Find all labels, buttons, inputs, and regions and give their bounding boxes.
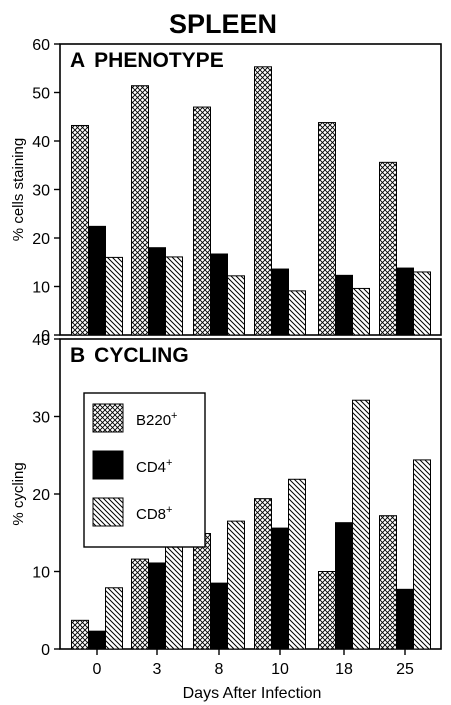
legend-label-2: CD8+ [136, 504, 172, 523]
x-tick-label: 0 [93, 661, 102, 678]
x-tick-label: 8 [215, 661, 224, 678]
bar-a-day-8-s0 [193, 106, 211, 336]
x-tick-label: 18 [335, 661, 353, 678]
bar-b-day-0-s2 [105, 587, 123, 650]
legend-swatch-0 [92, 403, 124, 433]
bar-a-day-10-s0 [254, 66, 272, 336]
bar-a-day-8-s1 [210, 253, 228, 336]
y-tick-label-a: 50 [32, 86, 50, 103]
bar-b-day-25-s1 [396, 588, 414, 650]
bar-b-day-3-s0 [131, 558, 149, 650]
bar-b-day-18-s0 [318, 571, 336, 650]
bar-b-day-8-s2 [227, 520, 245, 650]
bar-a-day-3-s1 [148, 247, 166, 336]
bar-b-day-18-s2 [352, 399, 370, 650]
bar-b-day-10-s2 [288, 478, 306, 650]
bar-a-day-3-s2 [165, 256, 183, 336]
bar-b-day-25-s2 [413, 459, 431, 650]
bar-a-day-10-s2 [288, 290, 306, 336]
bar-b-day-3-s2 [165, 533, 183, 650]
y-tick-label-a: 20 [32, 231, 50, 248]
bar-b-day-3-s1 [148, 562, 166, 650]
bar-a-day-18-s0 [318, 122, 336, 336]
bar-a-day-18-s2 [352, 287, 370, 336]
figure-title: SPLEEN [169, 9, 277, 39]
bar-a-day-8-s2 [227, 275, 245, 336]
legend-swatch-1 [92, 450, 124, 480]
bar-a-day-0-s2 [105, 256, 123, 336]
y-tick-label-b: 30 [32, 410, 50, 427]
bar-b-day-10-s1 [271, 527, 289, 650]
bar-b-day-25-s0 [379, 515, 397, 650]
bar-b-day-18-s1 [335, 522, 353, 650]
bar-a-day-25-s2 [413, 271, 431, 336]
x-tick-label: 3 [153, 661, 162, 678]
y-axis-title-b: % cycling [10, 462, 27, 525]
bar-b-day-8-s1 [210, 582, 228, 650]
y-tick-label-a: 40 [32, 134, 50, 151]
bar-a-day-0-s1 [88, 225, 106, 336]
y-tick-label-a: 60 [32, 37, 50, 54]
panel-title-b: B CYCLING [70, 344, 189, 367]
bar-b-day-10-s0 [254, 498, 272, 650]
bar-a-day-25-s1 [396, 267, 414, 336]
bar-a-day-0-s0 [71, 124, 89, 336]
y-tick-label-b: 0 [41, 642, 50, 659]
y-tick-label-b: 20 [32, 487, 50, 504]
y-tick-label-b: 10 [32, 565, 50, 582]
legend-label-1: CD4+ [136, 457, 172, 476]
panel-b-cycling: 0 10 20 30 40 % cycling B CYCLING 0 3 8 10 18 25 B220+… [10, 332, 442, 678]
y-tick-label-a: 0 [41, 328, 50, 345]
x-tick-label: 10 [271, 661, 289, 678]
y-tick-label-b: 40 [32, 332, 50, 349]
y-tick-label-a: 30 [32, 183, 50, 200]
y-tick-label-a: 10 [32, 280, 50, 297]
bar-b-day-8-s0 [193, 533, 211, 650]
bar-b-day-0-s0 [71, 619, 89, 650]
bar-a-day-10-s1 [271, 268, 289, 336]
panel-a-phenotype: 0 10 20 30 40 50 60 % cells staining A PHENOTYPE [10, 37, 442, 345]
bar-a-day-25-s0 [379, 161, 397, 336]
bar-a-day-18-s1 [335, 274, 353, 336]
x-axis-title: Days After Infection [183, 685, 322, 702]
legend-label-0: B220+ [136, 410, 177, 429]
x-tick-label: 25 [396, 661, 414, 678]
bar-a-day-3-s0 [131, 85, 149, 336]
bar-b-day-0-s1 [88, 630, 106, 650]
legend-swatch-2 [92, 497, 124, 527]
panel-title-a: A PHENOTYPE [70, 49, 224, 72]
y-axis-title-a: % cells staining [10, 138, 27, 241]
